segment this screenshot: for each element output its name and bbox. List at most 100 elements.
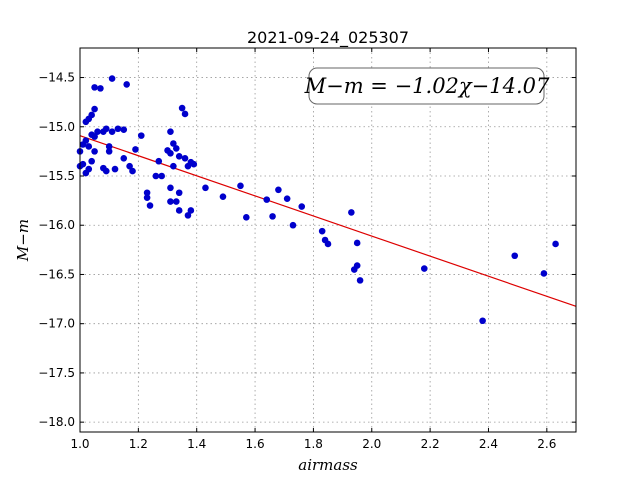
y-tick-label: −18.0	[38, 415, 75, 429]
y-tick-label: −15.5	[38, 169, 75, 183]
data-point	[219, 193, 227, 200]
data-point	[190, 160, 198, 168]
data-point	[289, 221, 297, 229]
data-point	[155, 157, 163, 165]
data-point	[298, 203, 306, 210]
x-tick-label: 2.6	[537, 437, 556, 451]
data-point	[172, 198, 180, 205]
x-tick-label: 1.0	[70, 437, 89, 451]
data-point	[91, 148, 98, 155]
data-point	[353, 239, 361, 247]
data-point	[263, 196, 271, 203]
data-point	[91, 105, 98, 113]
data-point	[108, 128, 116, 135]
data-point	[97, 85, 104, 92]
data-point	[283, 195, 291, 202]
data-points	[76, 75, 559, 325]
data-point	[88, 157, 95, 165]
x-tick-labels: 1.0 1.2 1.4 1.6 1.8 2.0 2.2 2.4 2.6	[70, 437, 556, 451]
data-point	[79, 160, 87, 168]
data-point	[540, 270, 548, 277]
data-point	[167, 150, 174, 157]
data-point	[167, 184, 174, 192]
fit-line	[79, 135, 577, 307]
data-point	[91, 84, 98, 91]
data-point	[120, 154, 128, 162]
data-point	[152, 172, 160, 180]
data-point	[167, 198, 174, 205]
y-tick-label: −14.5	[38, 71, 75, 85]
data-point	[175, 189, 183, 197]
data-point	[269, 213, 276, 220]
data-point	[85, 143, 93, 150]
x-tick-label: 1.8	[304, 437, 323, 451]
x-tick-label: 2.2	[421, 437, 440, 451]
data-point	[85, 165, 93, 173]
ticks	[79, 48, 576, 432]
plot-frame	[79, 47, 577, 433]
data-point	[108, 75, 116, 82]
data-point	[120, 126, 128, 134]
data-point	[243, 214, 250, 221]
data-point	[275, 186, 282, 194]
x-axis-label: airmass	[298, 456, 358, 474]
data-point	[94, 128, 101, 135]
data-point	[170, 140, 177, 147]
data-point	[105, 148, 113, 155]
data-point	[175, 207, 183, 214]
data-point	[184, 212, 192, 219]
data-point	[111, 165, 119, 173]
y-tick-label: −15.0	[38, 120, 75, 134]
data-point	[353, 262, 361, 269]
x-tick-label: 2.0	[362, 437, 381, 451]
data-point	[126, 162, 133, 170]
data-point	[420, 265, 428, 272]
data-point	[324, 240, 332, 248]
data-point	[102, 167, 110, 175]
y-tick-label: −17.0	[38, 317, 75, 331]
data-point	[82, 137, 90, 144]
data-point	[348, 209, 355, 216]
data-point	[187, 207, 195, 214]
data-point	[175, 153, 183, 160]
data-point	[143, 194, 151, 201]
data-point	[167, 128, 174, 135]
annotation-box	[308, 67, 545, 105]
data-point	[237, 182, 244, 190]
data-point	[181, 110, 189, 118]
data-point	[143, 189, 151, 197]
y-tick-label: −16.0	[38, 218, 75, 232]
fit-line-group	[79, 135, 577, 307]
x-tick-label: 1.4	[187, 437, 206, 451]
data-point	[102, 125, 110, 133]
data-point	[88, 111, 95, 119]
data-point	[172, 145, 180, 152]
data-point	[123, 81, 130, 88]
data-point	[91, 133, 98, 140]
data-point	[181, 154, 189, 162]
chart-title: 2021-09-24_025307	[247, 28, 409, 48]
data-point	[137, 132, 145, 139]
data-point	[170, 162, 177, 170]
data-point	[146, 202, 154, 209]
data-point	[318, 227, 326, 235]
y-tick-label: −16.5	[38, 267, 75, 281]
y-tick-label: −17.5	[38, 366, 75, 380]
data-point	[158, 172, 165, 180]
y-tick-labels: −14.5 −15.0 −15.5 −16.0 −16.5 −17.0 −17.5 −18.0	[38, 71, 75, 430]
data-point	[132, 146, 139, 153]
x-tick-label: 1.6	[246, 437, 265, 451]
data-point	[105, 143, 113, 150]
data-point	[178, 104, 186, 112]
data-point	[114, 125, 122, 133]
x-tick-label: 1.2	[129, 437, 148, 451]
data-point	[356, 277, 364, 284]
data-point	[552, 240, 559, 248]
fit-equation: M−m = −1.02χ−14.07	[304, 74, 550, 98]
x-tick-label: 2.4	[479, 437, 498, 451]
data-point	[511, 252, 519, 260]
data-point	[202, 184, 209, 192]
data-point	[129, 167, 136, 175]
data-point	[479, 317, 486, 325]
